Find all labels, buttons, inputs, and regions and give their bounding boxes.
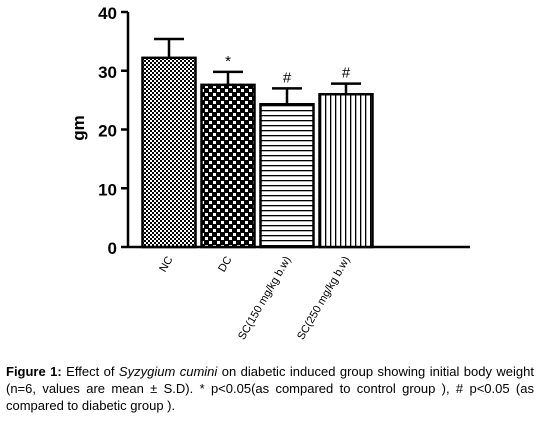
y-tick-label: 20 [98,122,117,141]
bar [318,93,374,249]
x-tick-label: SC(250 mg/kg b.w) [295,255,352,343]
x-tick-label: SC(150 mg/kg b.w) [236,255,293,343]
figure-caption: Figure 1: Effect of Syzygium cumini on d… [6,363,534,414]
caption-text-after: on diabetic induced group showing initia… [6,364,534,413]
caption-text-before: Effect of [61,364,119,379]
y-tick-label: 0 [108,239,117,258]
bar-chart: 0 10 20 30 40 NC * DC # SC(150 mg/kg b.w) # SC(250… [69,4,470,343]
significance-marker: * [225,53,231,70]
y-tick-label: 30 [98,63,117,82]
bar [259,102,315,249]
significance-marker: # [342,65,351,82]
y-tick-label: 40 [98,4,117,23]
bar [200,83,256,249]
x-tick-label: DC [216,254,234,274]
caption-label: Figure 1: [6,364,62,379]
y-tick-label: 10 [98,180,117,199]
significance-marker: # [283,69,292,86]
y-axis-label: gm [69,115,88,141]
caption-species: Syzygium cumini [118,364,218,379]
x-tick-label: NC [157,254,175,274]
bar [141,56,197,249]
